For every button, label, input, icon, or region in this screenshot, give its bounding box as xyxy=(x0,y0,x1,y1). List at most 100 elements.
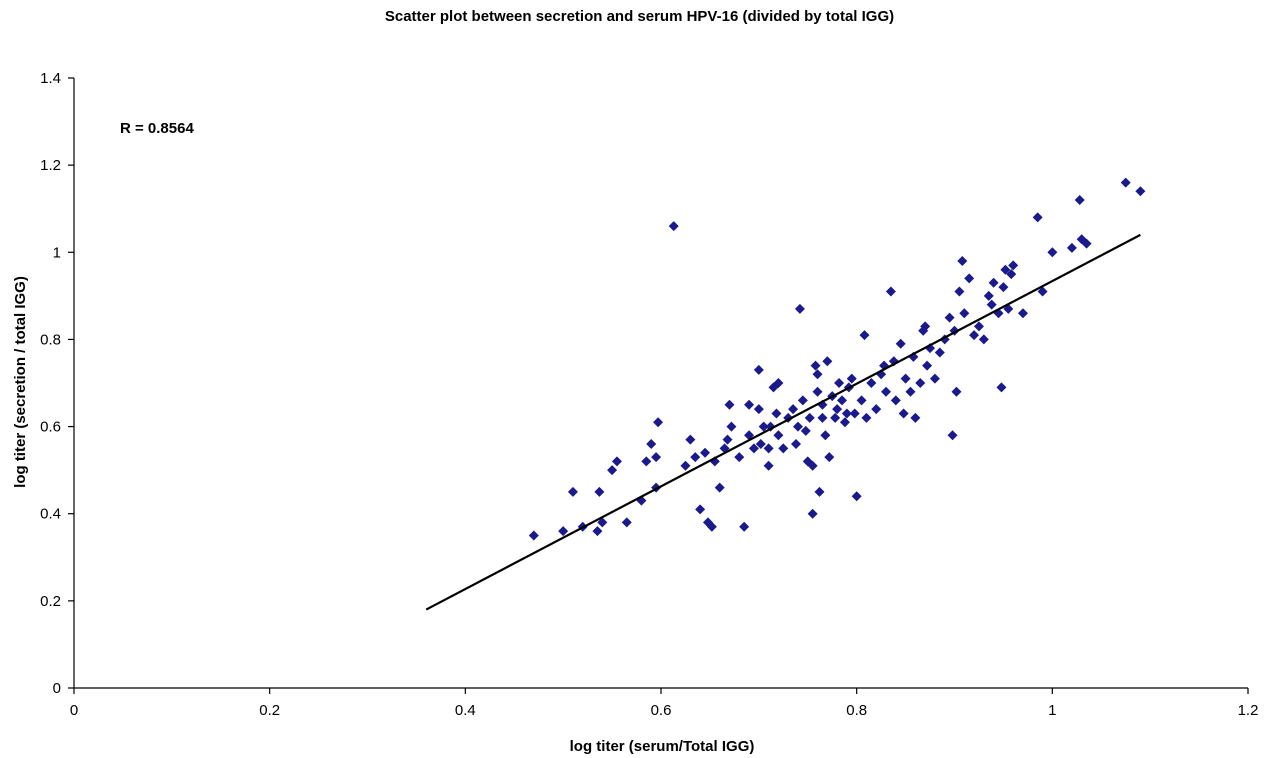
data-point xyxy=(957,256,968,266)
data-point xyxy=(866,378,877,388)
data-point xyxy=(607,465,618,476)
data-point xyxy=(1000,264,1011,275)
data-point xyxy=(969,330,980,341)
data-point xyxy=(988,277,999,288)
y-tick-label: 0.4 xyxy=(40,506,61,523)
data-point xyxy=(653,417,664,428)
data-point xyxy=(739,521,750,532)
trendline xyxy=(425,233,1141,611)
data-point xyxy=(817,412,828,423)
data-point xyxy=(807,508,818,519)
data-point xyxy=(558,526,569,537)
data-point xyxy=(1074,195,1085,205)
data-point xyxy=(791,439,802,449)
data-point xyxy=(934,347,945,358)
data-point xyxy=(744,399,755,410)
data-point xyxy=(594,486,605,497)
data-point xyxy=(651,452,662,463)
correlation-annotation: R = 0.8564 xyxy=(120,120,194,137)
tick-labels: 0 0.2 0.4 0.6 0.8 1 1.2 0 0.2 0.4 0.6 0.8 1 1.2 1.4 xyxy=(40,70,1258,719)
data-point xyxy=(700,447,711,458)
data-point xyxy=(611,456,622,467)
data-point xyxy=(812,386,823,397)
x-axis-title: log titer (serum/Total IGG) xyxy=(570,738,755,755)
data-point xyxy=(1037,286,1048,297)
data-point xyxy=(998,282,1009,293)
data-point xyxy=(592,526,603,537)
data-point xyxy=(748,443,759,454)
data-point xyxy=(910,412,921,423)
data-point xyxy=(983,290,994,301)
x-tick-label: 0 xyxy=(70,702,78,719)
data-point xyxy=(812,369,823,380)
data-point xyxy=(986,299,997,310)
data-point xyxy=(771,408,782,419)
data-point xyxy=(621,517,632,528)
data-point xyxy=(973,321,984,332)
data-point xyxy=(834,378,845,388)
data-point xyxy=(528,530,539,541)
data-point xyxy=(807,460,818,471)
data-point xyxy=(646,439,657,449)
data-point xyxy=(885,286,896,297)
data-point xyxy=(788,404,799,415)
data-point xyxy=(778,443,789,454)
data-point xyxy=(706,521,717,532)
data-point xyxy=(951,386,962,397)
data-point xyxy=(881,386,892,397)
data-point xyxy=(724,399,735,410)
data-point xyxy=(859,330,870,341)
data-point xyxy=(763,460,774,471)
data-point xyxy=(947,430,958,441)
data-point xyxy=(856,395,867,406)
data-point xyxy=(773,378,784,388)
data-point xyxy=(900,373,911,384)
data-point xyxy=(922,360,933,371)
data-point xyxy=(734,452,745,463)
data-point xyxy=(758,421,769,432)
y-tick-label: 1 xyxy=(53,244,61,261)
chart-title: Scatter plot between secretion and serum… xyxy=(384,8,895,25)
data-point xyxy=(755,439,766,449)
data-point xyxy=(794,303,805,314)
data-point xyxy=(814,486,825,497)
y-axis-title: log titer (secretion / total IGG) xyxy=(12,276,29,488)
data-point xyxy=(964,273,975,284)
y-tick-label: 0 xyxy=(53,680,61,697)
data-point xyxy=(895,338,906,349)
y-tick-label: 1.4 xyxy=(40,70,61,87)
data-point xyxy=(685,434,696,445)
data-point xyxy=(695,504,706,515)
data-point xyxy=(792,421,803,432)
x-tick-label: 0.4 xyxy=(455,702,476,719)
data-point xyxy=(567,486,578,497)
data-point xyxy=(668,221,679,232)
data-point xyxy=(680,460,691,471)
data-point xyxy=(763,443,774,454)
data-point xyxy=(804,412,815,423)
data-point xyxy=(978,334,989,345)
data-point xyxy=(722,434,733,445)
data-point xyxy=(920,321,931,332)
data-point xyxy=(1081,238,1092,249)
data-point xyxy=(1006,269,1017,280)
data-point xyxy=(1032,212,1043,223)
x-tick-label: 0.2 xyxy=(259,702,280,719)
data-point xyxy=(890,395,901,406)
data-point xyxy=(944,312,955,323)
data-point xyxy=(839,417,850,428)
data-point xyxy=(1047,247,1058,258)
x-tick-label: 1 xyxy=(1048,702,1056,719)
data-point xyxy=(824,452,835,463)
x-tick-label: 1.2 xyxy=(1238,702,1259,719)
data-point xyxy=(846,373,857,384)
data-point xyxy=(898,408,909,419)
data-point xyxy=(849,408,860,419)
data-point xyxy=(851,491,862,502)
data-point xyxy=(915,378,926,388)
data-point xyxy=(820,430,831,441)
data-points xyxy=(528,177,1146,541)
data-point xyxy=(996,382,1007,393)
data-point xyxy=(822,356,833,367)
